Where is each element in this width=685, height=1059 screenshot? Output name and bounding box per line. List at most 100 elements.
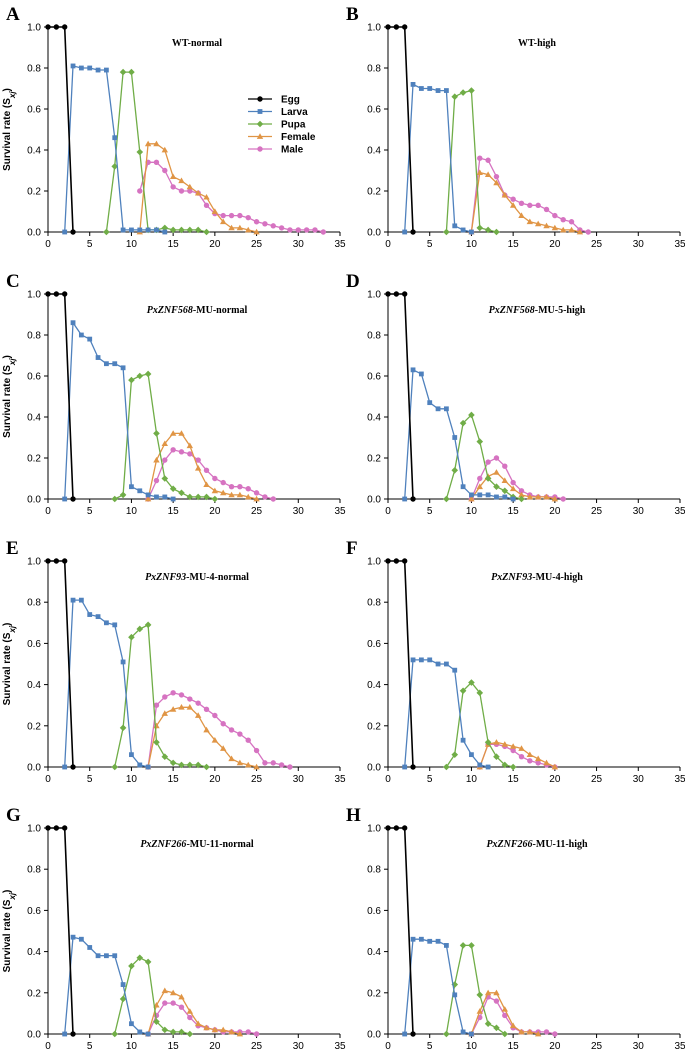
panel-f-larva-point — [435, 661, 441, 667]
panel-g-egg-point — [70, 1031, 76, 1037]
panel-f-xtick-label: 25 — [591, 774, 603, 785]
panel-e-male-point — [162, 694, 168, 700]
panel-e-male-point — [262, 760, 268, 766]
panel-e-pupa-point — [128, 633, 135, 641]
panel-c-female-point — [161, 440, 168, 447]
panel-h-title: PxZNF266-MU-11-high — [486, 839, 588, 850]
panel-h-ytick-label: 1.0 — [367, 824, 381, 835]
panel-d-larva-point — [469, 492, 474, 498]
panel-g-male-point — [170, 1000, 176, 1006]
panel-a-male-point — [228, 212, 235, 219]
panel-c-female-point — [178, 430, 185, 436]
panel-g-egg-point — [61, 825, 68, 831]
panel-d-larva-point — [477, 492, 483, 498]
panel-e-pupa-point — [178, 761, 185, 769]
panel-a-pupa-point — [169, 226, 177, 234]
panel-f-male-point — [535, 760, 541, 766]
legend-label-male: Male — [281, 145, 304, 156]
panel-b-female-point — [526, 218, 534, 225]
panel-g-larva-point — [62, 1031, 68, 1037]
panel-f-larva-point — [485, 764, 491, 770]
panel-c-xtick-label: 20 — [209, 506, 221, 517]
panel-e-ytick-label: 1.0 — [27, 557, 41, 568]
panel-e-egg-point — [53, 558, 60, 564]
panel-d-title: PxZNF568-MU-5-high — [489, 305, 586, 316]
panel-e-ytick-label: 0.4 — [27, 680, 41, 691]
panel-c-larva-point — [145, 492, 151, 498]
panel-b-xtick-label: 5 — [427, 239, 433, 250]
panel-f-larva-point — [469, 752, 474, 758]
panel-c-larva-line — [64, 320, 174, 500]
panel-g-ytick-label: 0.8 — [27, 865, 41, 876]
panel-g-y-axis-title: Survival rate (Sxj) — [2, 890, 17, 973]
panel-f-series-pupa — [443, 679, 517, 771]
panel-e-larva-point — [78, 597, 84, 603]
panel-a-female-point — [161, 146, 168, 153]
panel-d-series-female — [468, 469, 559, 502]
panel-a-larva-point — [104, 67, 109, 73]
panel-a-female-point — [253, 228, 260, 235]
panel-d-larva-point — [494, 494, 499, 500]
panel-e-female-point — [211, 737, 219, 743]
panel-g-ytick-label: 1.0 — [27, 824, 41, 835]
panel-g-xtick-label: 30 — [293, 1041, 305, 1052]
panel-c-larva-point — [78, 332, 84, 338]
panel-c-male-point — [178, 449, 185, 455]
panel-a-female-point — [186, 183, 194, 190]
panel-f-pupa-point — [484, 738, 492, 746]
panel-c-female-point — [186, 442, 194, 449]
panel-g-pupa-point — [186, 1030, 194, 1038]
panel-h-male-point — [502, 1012, 508, 1019]
panel-h-male-point — [493, 998, 500, 1004]
panel-g-female-point — [236, 1030, 244, 1037]
panel-f-female-point — [534, 755, 542, 762]
panel-c-egg-point — [61, 291, 68, 297]
panel-g-larva-point — [78, 936, 84, 942]
panel-h-pupa-point — [468, 942, 475, 949]
panel-g-larva-point — [70, 934, 76, 940]
panel-a-male-point — [270, 223, 276, 229]
panel-a-label: A — [6, 4, 20, 25]
panel-a-male-point — [162, 167, 168, 174]
panel-h-pupa-point — [443, 1030, 450, 1038]
panel-g-male-point — [187, 1014, 193, 1021]
panel-f-ytick-label: 0.6 — [367, 639, 381, 650]
panel-d-xtick-label: 20 — [549, 506, 561, 517]
panel-f-ytick-label: 0.8 — [367, 598, 381, 609]
panel-b-female-point — [534, 220, 542, 227]
panel-f-pupa-point — [443, 763, 450, 771]
panel-d-female-point — [518, 491, 525, 498]
panel-f-female-point — [526, 751, 534, 758]
panel-e-female-point — [253, 763, 260, 770]
panel-c-y-axis-title: Survival rate (Sxj) — [2, 355, 17, 438]
panel-e-female-point — [161, 710, 168, 716]
panel-b-pupa-point — [468, 87, 475, 94]
panel-f-pupa-point — [468, 679, 475, 686]
panel-b-female-point — [576, 228, 584, 235]
panel-d-larva-point — [444, 406, 449, 412]
panel-d-male-point — [560, 496, 566, 502]
panel-e-series-male — [145, 690, 293, 770]
panel-b-female-point — [551, 224, 559, 231]
panel-c-male-point — [203, 467, 210, 473]
panel-e-y-axis-title: Survival rate (Sxj) — [2, 623, 17, 706]
legend-marker-pupa — [256, 120, 264, 128]
panel-a-ytick-label: 0.0 — [27, 228, 41, 239]
panel-g-pupa-point — [144, 958, 152, 966]
panel-c-series-male — [145, 447, 276, 502]
panel-b-ytick-label: 0.8 — [367, 64, 381, 75]
panel-b-xtick-label: 15 — [508, 239, 520, 250]
panel-e-pupa-point — [111, 763, 119, 771]
panel-d-pupa-line — [445, 413, 522, 500]
panel-c-pupa-point — [153, 430, 160, 437]
panel-a-female-point — [203, 193, 210, 200]
panel-g-ytick-label: 0.6 — [27, 906, 41, 917]
panel-a-series-male — [137, 159, 327, 235]
panel-a-male-point — [237, 212, 243, 219]
panel-d-egg-point — [410, 496, 416, 502]
panel-d-larva-point — [452, 435, 458, 440]
panel-c-larva-point — [87, 336, 93, 342]
panel-a-pupa-point — [178, 226, 185, 234]
